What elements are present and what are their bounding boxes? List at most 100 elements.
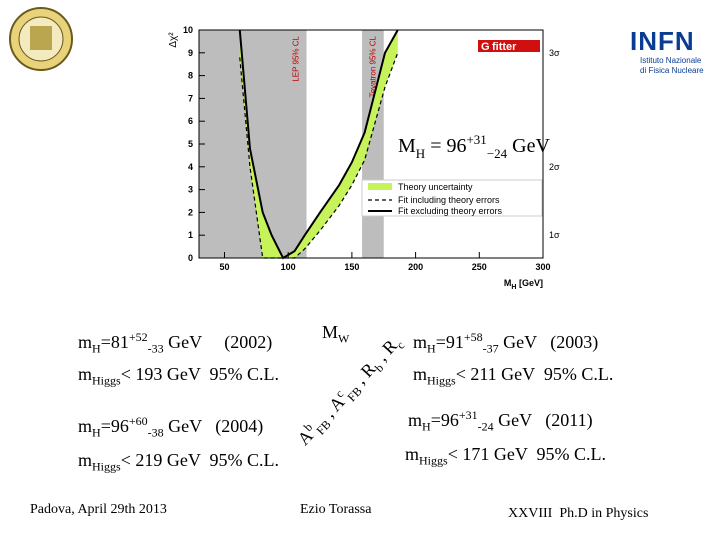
- result-line: mHiggs< 219 GeV 95% C.L.: [78, 450, 279, 475]
- text-part: +31: [466, 132, 486, 147]
- text-part: −24: [487, 146, 508, 161]
- text-part: < 219 GeV 95% C.L.: [120, 450, 279, 470]
- text-part: < 171 GeV 95% C.L.: [447, 444, 606, 464]
- text-part: < 193 GeV 95% C.L.: [120, 364, 279, 384]
- text-part: M: [322, 322, 339, 342]
- excluded-label: Tevatron 95% CL: [369, 35, 378, 97]
- text-part: H: [92, 425, 101, 440]
- y-tick-label: 6: [188, 116, 193, 126]
- excluded-region: [199, 30, 307, 258]
- text-part: = 96: [425, 135, 466, 157]
- fit-curve: [238, 29, 399, 260]
- gfitter-g: G: [481, 41, 490, 53]
- footer-date: Padova, April 29th 2013: [30, 502, 167, 517]
- result-line: mH=81+52-33 GeV (2002): [78, 330, 272, 357]
- text-part: -37: [482, 341, 499, 356]
- text-part: < 211 GeV 95% C.L.: [455, 364, 614, 384]
- text-part: m: [413, 332, 428, 352]
- text-part: M: [398, 135, 416, 157]
- text-part: H: [422, 419, 431, 434]
- y-tick-label: 5: [188, 139, 193, 149]
- excluded-label: LEP 95% CL: [292, 35, 301, 81]
- y-tick-label: 7: [188, 93, 193, 103]
- y-tick-label: 10: [183, 25, 193, 35]
- text-part: m: [408, 410, 423, 430]
- y-tick-label: 4: [188, 162, 193, 172]
- chart: LEP 95% CL Tevatron 95% CL 0 1 2 3 4 5 6 7 8 9 10 50 1…: [168, 25, 560, 291]
- gfitter-logo: [478, 40, 540, 52]
- university-seal: [9, 7, 73, 71]
- y-tick-label: 8: [188, 71, 193, 81]
- y-tick-label: 0: [188, 253, 193, 263]
- text-part: GeV (2003): [498, 332, 599, 352]
- y-tick-label: 9: [188, 48, 193, 58]
- y-tick-label: 3: [188, 185, 193, 195]
- text-part: M: [504, 278, 512, 288]
- text-part: m: [78, 416, 93, 436]
- text-part: H: [92, 341, 101, 356]
- text-part: =81: [100, 332, 129, 352]
- infn-sub: di Fisica Nucleare: [640, 66, 704, 75]
- text-part: Higgs: [92, 373, 121, 388]
- result-line: mHiggs< 193 GeV 95% C.L.: [78, 364, 279, 389]
- sigma-label: 1σ: [549, 230, 560, 240]
- text-part: GeV (2002): [163, 332, 273, 352]
- infn-sub: Istituto Nazionale: [640, 56, 702, 65]
- text-part: m: [405, 444, 420, 464]
- text-part: GeV (2011): [493, 410, 593, 430]
- text-part: m: [78, 332, 93, 352]
- text-part: =91: [435, 332, 464, 352]
- text-part: +52: [128, 330, 148, 344]
- text-part: -24: [477, 419, 494, 434]
- theory-band: [239, 30, 398, 258]
- text-part: Higgs: [92, 459, 121, 474]
- legend-label: Fit including theory errors: [398, 195, 500, 205]
- result-line: mHiggs< 171 GeV 95% C.L.: [405, 444, 606, 469]
- text-part: H: [416, 146, 425, 161]
- infn-logo: INFN: [630, 26, 695, 56]
- text-part: +60: [128, 414, 148, 428]
- text-part: Higgs: [427, 373, 456, 388]
- sigma-label: 2σ: [549, 162, 560, 172]
- x-axis-label: MH [GeV]: [504, 278, 543, 291]
- observables-label: AbFB , AcFB , Rb , Rc: [292, 330, 408, 452]
- text-part: m: [78, 364, 93, 384]
- text-part: =96: [430, 410, 459, 430]
- legend-swatch: [368, 183, 392, 190]
- y-axis-label: Δχ²: [168, 32, 179, 48]
- footer-course: XXVIII Ph.D in Physics: [508, 506, 649, 521]
- y-tick-label: 2: [188, 207, 193, 217]
- x-tick-label: 100: [281, 262, 296, 272]
- mass-annotation: MH = 96+31−24 GeV: [398, 132, 550, 161]
- text-part: [GeV]: [516, 278, 543, 288]
- text-part: +31: [458, 408, 478, 422]
- y-tick-label: 1: [188, 230, 193, 240]
- text-part: GeV (2004): [163, 416, 264, 436]
- text-part: H: [511, 284, 516, 291]
- legend-label: Fit excluding theory errors: [398, 206, 503, 216]
- text-part: m: [413, 364, 428, 384]
- text-part: Higgs: [419, 453, 448, 468]
- legend-label: Theory uncertainty: [398, 182, 473, 192]
- text-part: GeV: [507, 135, 550, 157]
- fit-curve: [239, 52, 399, 259]
- footer-author: Ezio Torassa: [300, 502, 372, 517]
- x-tick-label: 250: [472, 262, 487, 272]
- text-part: H: [427, 341, 436, 356]
- x-tick-label: 300: [535, 262, 550, 272]
- result-line: mHiggs< 211 GeV 95% C.L.: [413, 364, 613, 389]
- text-part: m: [78, 450, 93, 470]
- text-part: -33: [147, 341, 164, 356]
- gfitter-text: fitter: [492, 41, 517, 53]
- x-tick-label: 50: [219, 262, 229, 272]
- result-line: mH=91+58-37 GeV (2003): [413, 330, 598, 357]
- result-line: mH=96+31-24 GeV (2011): [408, 408, 593, 435]
- text-part: +58: [463, 330, 483, 344]
- x-tick-label: 150: [344, 262, 359, 272]
- text-part: =96: [100, 416, 129, 436]
- x-tick-label: 200: [408, 262, 423, 272]
- result-line: mH=96+60-38 GeV (2004): [78, 414, 263, 441]
- sigma-label: 3σ: [549, 48, 560, 58]
- mw-label: MW: [322, 322, 349, 347]
